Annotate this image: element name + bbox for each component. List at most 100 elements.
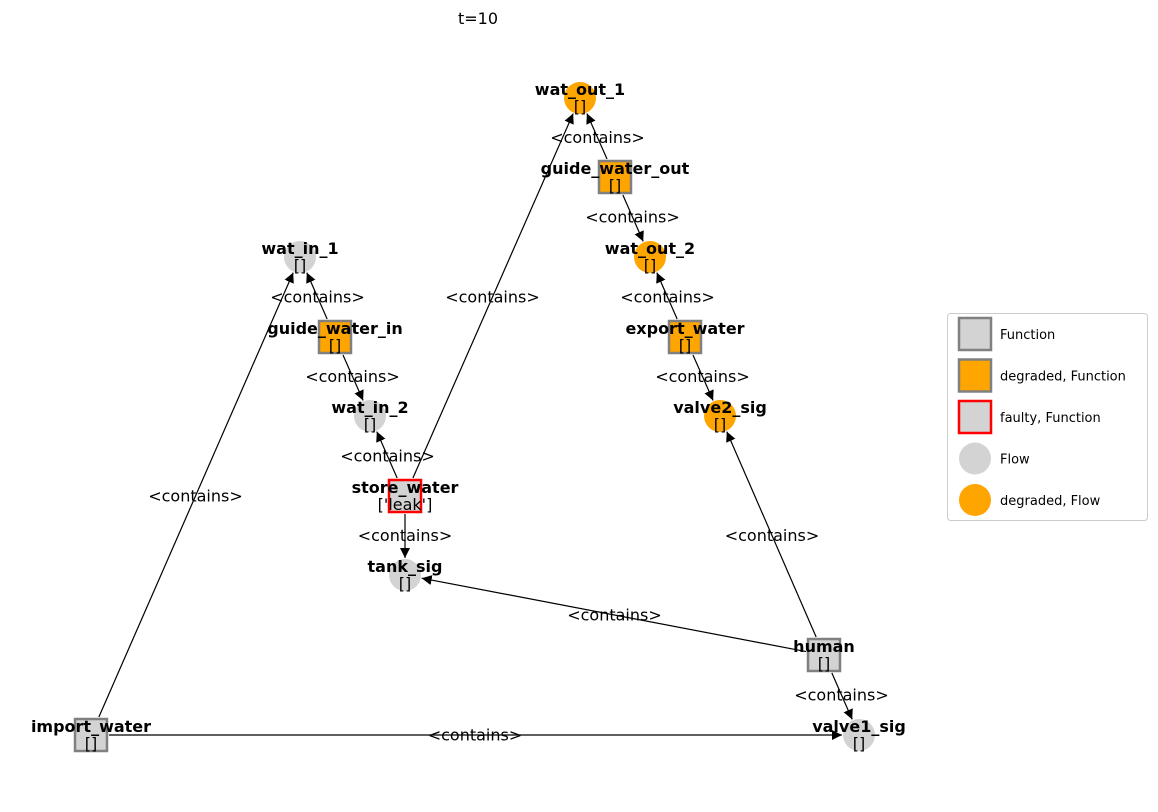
node-label: import_water — [31, 717, 151, 736]
node-wat_in_2: wat_in_2[] — [331, 398, 408, 434]
edge-arrow-guide_water_in-to-wat_in_1 — [306, 272, 328, 320]
node-glyph — [389, 559, 421, 591]
edge-label: <contains> — [794, 686, 889, 705]
node-state: [] — [714, 415, 726, 434]
edge-arrow-export_water-to-wat_out_2 — [656, 272, 678, 320]
node-valve2_sig: valve2_sig[] — [673, 398, 767, 434]
node-export_water: export_water[] — [625, 319, 744, 355]
node-glyph — [667, 319, 703, 355]
node-glyph — [843, 719, 875, 751]
edge-label: <contains> — [270, 288, 365, 307]
node-state: [] — [644, 256, 656, 275]
node-glyph — [564, 82, 596, 114]
labels-layer: <contains> <contains> <contains> <contains>… — [148, 128, 889, 745]
node-label: human — [793, 637, 855, 656]
edge-arrow-export_water-to-valve2_sig — [692, 354, 714, 401]
node-guide_water_out: guide_water_out[] — [541, 159, 690, 195]
node-wat_out_1: wat_out_1[] — [535, 80, 625, 116]
edge-arrow-import_water-to-wat_in_1 — [98, 272, 294, 718]
node-tank_sig: tank_sig[] — [368, 557, 443, 593]
node-import_water: import_water[] — [31, 717, 151, 753]
legend-marker — [957, 316, 993, 352]
node-state: [] — [294, 256, 306, 275]
legend-item: faulty, Function — [957, 399, 1101, 435]
node-state: ['leak'] — [378, 495, 433, 514]
node-glyph — [597, 159, 633, 195]
edge-label: <contains> — [340, 447, 435, 466]
node-glyph — [634, 241, 666, 273]
edge-label: <contains> — [620, 288, 715, 307]
node-state: [] — [399, 574, 411, 593]
node-state: [] — [85, 734, 97, 753]
node-label: store_water — [352, 478, 459, 497]
node-store_water: store_water['leak'] — [352, 478, 459, 514]
edge-arrow-store_water-to-wat_in_2 — [376, 431, 398, 479]
node-label: tank_sig — [368, 557, 443, 576]
node-state: [] — [818, 654, 830, 673]
legend-frame — [947, 313, 1148, 521]
edge-label: <contains> — [148, 487, 243, 506]
node-state: [] — [364, 415, 376, 434]
legend-item: degraded, Function — [957, 358, 1126, 393]
node-wat_in_1: wat_in_1[] — [261, 239, 338, 275]
node-label: export_water — [625, 319, 744, 338]
node-label: wat_in_2 — [331, 398, 408, 417]
node-glyph — [284, 241, 316, 273]
edge-label: <contains> — [358, 526, 453, 545]
edge-label: <contains> — [725, 526, 820, 545]
legend-label: degraded, Flow — [1000, 494, 1101, 509]
node-glyph — [317, 319, 353, 355]
edge-label: <contains> — [428, 726, 523, 745]
graph-title: t=10 — [458, 9, 498, 28]
legend-item: Flow — [959, 442, 1030, 475]
edge-label: <contains> — [567, 606, 662, 625]
node-wat_out_2: wat_out_2[] — [605, 239, 695, 275]
edges-layer — [98, 113, 853, 740]
node-label: wat_in_1 — [261, 239, 338, 258]
node-glyph — [354, 400, 386, 432]
node-state: [] — [329, 336, 341, 355]
edge-arrow-human-to-valve1_sig — [831, 672, 853, 720]
nodes-layer: wat_out_1[]guide_water_out[]wat_out_2[]w… — [31, 80, 906, 753]
node-human: human[] — [793, 637, 855, 673]
node-label: wat_out_2 — [605, 239, 695, 258]
node-glyph — [73, 717, 109, 753]
legend-label: Function — [1000, 328, 1055, 343]
edge-label: <contains> — [305, 367, 400, 386]
legend: Function degraded, Function faulty, Functi… — [947, 313, 1148, 521]
edge-label: <contains> — [550, 128, 645, 147]
legend-item: degraded, Flow — [959, 484, 1101, 516]
edge-arrow-guide_water_in-to-wat_in_2 — [342, 354, 364, 401]
node-glyph — [704, 400, 736, 432]
node-label: guide_water_in — [267, 319, 402, 338]
node-state: [] — [574, 97, 586, 116]
edge-arrow-human-to-valve2_sig — [726, 431, 817, 638]
edge-label: <contains> — [445, 288, 540, 307]
legend-marker — [957, 358, 993, 393]
legend-label: Flow — [1000, 453, 1030, 468]
edge-arrow-guide_water_out-to-wat_out_2 — [622, 194, 644, 242]
legend-marker — [959, 484, 991, 516]
node-glyph — [806, 637, 842, 673]
legend-item: Function — [957, 316, 1055, 352]
node-label: wat_out_1 — [535, 80, 625, 99]
edge-label: <contains> — [585, 208, 680, 227]
legend-marker — [957, 399, 993, 435]
node-state: [] — [609, 176, 621, 195]
edge-label: <contains> — [655, 367, 750, 386]
legend-label: faulty, Function — [1000, 411, 1101, 426]
node-state: [] — [853, 734, 865, 753]
edge-arrow-store_water-to-wat_out_1 — [412, 113, 574, 479]
node-state: [] — [679, 336, 691, 355]
node-label: valve2_sig — [673, 398, 767, 417]
node-label: guide_water_out — [541, 159, 690, 178]
node-label: valve1_sig — [812, 717, 906, 736]
edge-arrow-guide_water_out-to-wat_out_1 — [586, 113, 608, 160]
edge-arrow-human-to-tank_sig — [421, 575, 807, 653]
legend-marker — [959, 442, 991, 475]
node-glyph — [387, 478, 423, 514]
node-valve1_sig: valve1_sig[] — [812, 717, 906, 753]
legend-label: degraded, Function — [1000, 370, 1126, 385]
node-guide_water_in: guide_water_in[] — [267, 319, 402, 355]
